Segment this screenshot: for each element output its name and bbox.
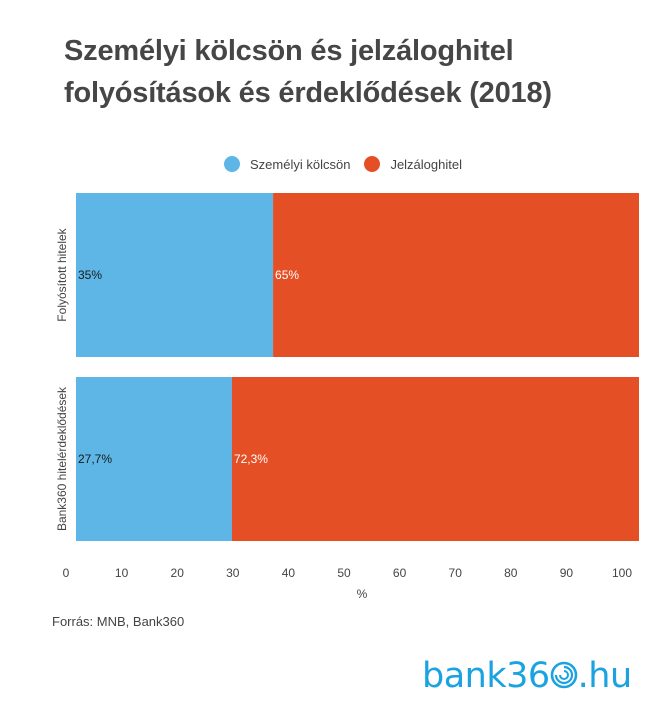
legend-item-mortgage[interactable]: Jelzáloghitel: [364, 156, 462, 172]
chart-title-line-1: Személyi kölcsön és jelzáloghitel: [64, 35, 514, 67]
x-tick-label: 50: [337, 566, 351, 580]
bar-mortgage-0: [273, 193, 639, 357]
x-tick-label: 90: [560, 566, 574, 580]
bar-data-label: 35%: [78, 268, 102, 282]
x-tick-label: 100: [612, 566, 632, 580]
bar-data-label: 27,7%: [78, 452, 112, 466]
legend: Személyi kölcsön Jelzáloghitel: [0, 156, 672, 172]
bar-personal-loan-0: [76, 193, 274, 357]
y-category-label: Folyósított hitelek: [55, 227, 69, 321]
source-note: Forrás: MNB, Bank360: [52, 614, 185, 629]
chart-title: Személyi kölcsön és jelzáloghitel folyós…: [64, 30, 644, 114]
x-tick-label: 10: [115, 566, 129, 580]
x-tick-label: 70: [449, 566, 463, 580]
chart-title-line-2: folyósítások és érdeklődések (2018): [64, 77, 552, 109]
bar-data-label: 65%: [275, 268, 299, 282]
legend-label-mortgage: Jelzáloghitel: [390, 156, 462, 172]
bar-data-label: 72,3%: [234, 452, 268, 466]
x-tick-label: 80: [504, 566, 518, 580]
x-axis-label: %: [357, 587, 368, 601]
legend-label-personal-loan: Személyi kölcsön: [250, 156, 351, 172]
legend-item-personal-loan[interactable]: Személyi kölcsön: [224, 156, 350, 172]
spiral-o-icon: [550, 658, 578, 689]
logo-suffix: .hu: [577, 656, 633, 696]
y-category-labels: Folyósított hitelek Bank360 hitelérdeklőd…: [55, 227, 69, 531]
x-tick-label: 20: [171, 566, 185, 580]
x-tick-label: 30: [226, 566, 240, 580]
x-tick-label: 40: [282, 566, 296, 580]
bar-labels-group: 35% 65% 27,7% 72,3%: [78, 268, 299, 466]
y-category-label: Bank360 hitelérdeklődések: [55, 386, 69, 531]
bar-personal-loan-1: [76, 377, 232, 541]
bar-mortgage-1: [231, 377, 640, 541]
legend-swatch-personal-loan: [224, 156, 240, 172]
bank360-logo[interactable]: bank36 .hu: [422, 656, 632, 696]
legend-swatch-mortgage: [364, 156, 381, 172]
x-tick-labels: 0 10 20 30 40 50 60 70 80 90 100: [63, 566, 633, 580]
x-tick-label: 60: [393, 566, 407, 580]
x-tick-label: 0: [63, 566, 70, 580]
bars-group: [76, 193, 640, 541]
logo-prefix: bank36: [422, 656, 550, 696]
